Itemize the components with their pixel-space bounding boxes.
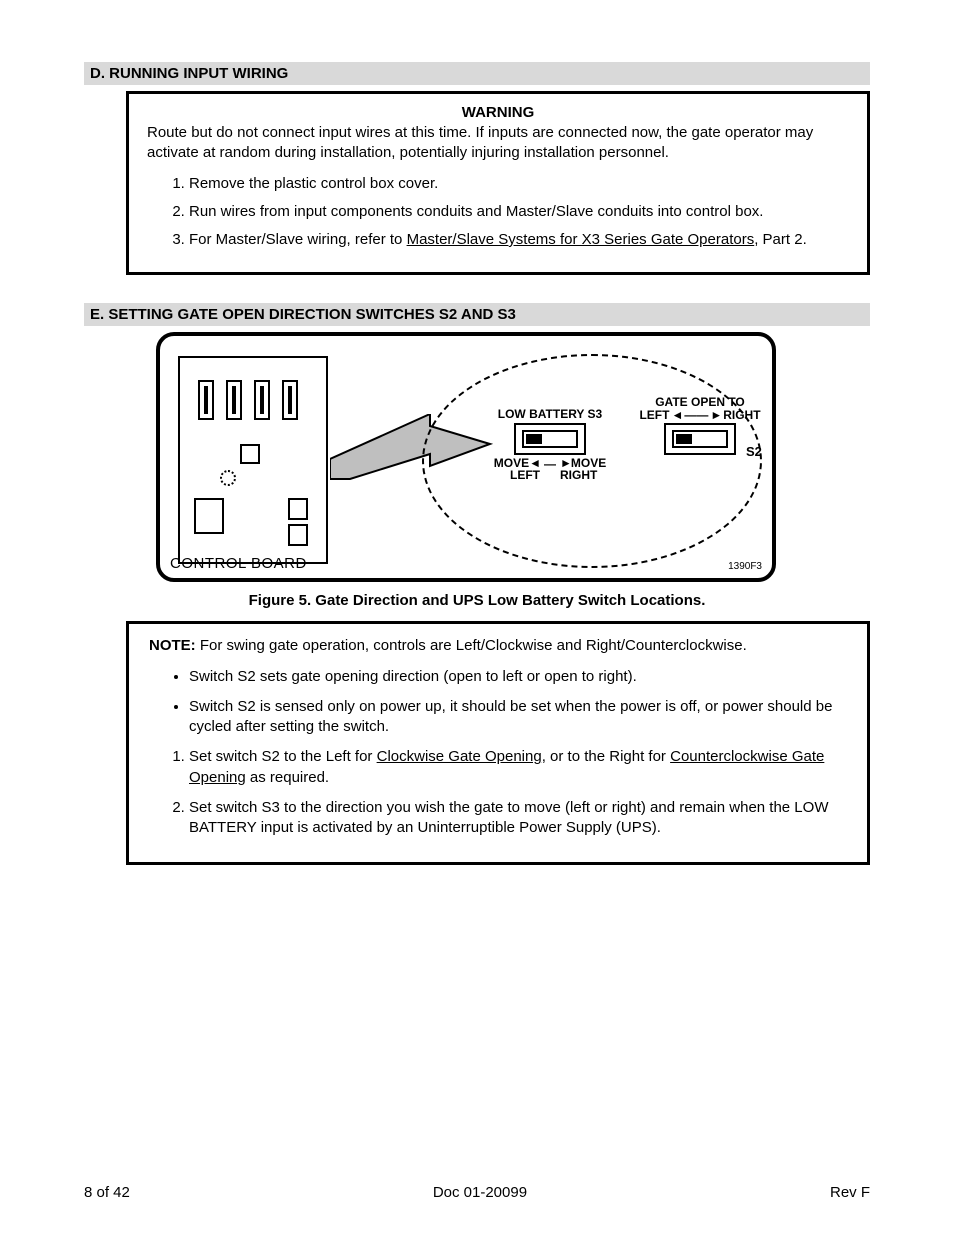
dip-switch-icon (226, 380, 242, 420)
figure-caption: Figure 5. Gate Direction and UPS Low Bat… (84, 592, 870, 609)
cw-link: Clockwise Gate Opening (377, 748, 542, 765)
cb-dot-icon (220, 470, 236, 486)
arrow-left-icon: ◄ (671, 409, 682, 422)
s3-switch-group: LOW BATTERY S3 MOVE◄ LEFT — ►MOVE RIGHT (480, 408, 620, 482)
left-label: LEFT (639, 409, 669, 422)
switch-outline-icon (514, 423, 586, 455)
warning-body: Route but do not connect input wires at … (147, 123, 849, 164)
list-item: Set switch S2 to the Left for Clockwise … (189, 747, 847, 788)
section-d-steps: Remove the plastic control box cover. Ru… (147, 174, 849, 251)
dip-switch-icon (198, 380, 214, 420)
arrow-right-icon: ► (710, 409, 721, 422)
section-d-header: D. RUNNING INPUT WIRING (84, 62, 870, 85)
cb-switch-row (198, 380, 298, 420)
dip-switch-icon (282, 380, 298, 420)
switch-knob-icon (526, 434, 542, 444)
switch-outline-icon (664, 423, 736, 455)
page-footer: 8 of 42 Doc 01-20099 Rev F (84, 1184, 870, 1201)
dip-switch-icon (254, 380, 270, 420)
figure-frame: CONTROL BOARD LOW BATTERY S3 MOVE◄ (156, 332, 776, 582)
move-left-label: MOVE◄ LEFT (494, 457, 540, 482)
text: , or to the Right for (542, 748, 670, 765)
text: as required. (246, 769, 329, 786)
move-right-label: ►MOVE RIGHT (560, 457, 606, 482)
figure-5: CONTROL BOARD LOW BATTERY S3 MOVE◄ (156, 332, 870, 582)
cb-block-icon (288, 524, 308, 546)
switch-slot-icon (522, 430, 578, 448)
list-item: Remove the plastic control box cover. (189, 174, 849, 194)
note-steps: Set switch S2 to the Left for Clockwise … (149, 747, 847, 838)
right-label: RIGHT (723, 409, 760, 422)
switch-slot-icon (672, 430, 728, 448)
list-item: Switch S2 sets gate opening direction (o… (189, 667, 847, 687)
list-item: Switch S2 is sensed only on power up, it… (189, 697, 847, 738)
s2-label: S2 (746, 444, 762, 459)
footer-rev: Rev F (830, 1184, 870, 1201)
gate-open-to-label: GATE OPEN TO (630, 396, 770, 409)
warning-box: WARNING Route but do not connect input w… (126, 91, 870, 275)
control-board-label: CONTROL BOARD (170, 555, 307, 572)
s2-direction-row: LEFT ◄ —— ► RIGHT (630, 409, 770, 422)
footer-page: 8 of 42 (84, 1184, 130, 1201)
note-line: NOTE: For swing gate operation, controls… (149, 636, 847, 656)
footer-doc: Doc 01-20099 (433, 1184, 527, 1201)
text: RIGHT (560, 468, 597, 482)
note-box: NOTE: For swing gate operation, controls… (126, 621, 870, 865)
cb-block-icon (288, 498, 308, 520)
cb-block-icon (194, 498, 224, 534)
list-item: For Master/Slave wiring, refer to Master… (189, 230, 849, 250)
warning-title: WARNING (147, 104, 849, 121)
list-item: Set switch S3 to the direction you wish … (189, 798, 847, 839)
section-e-header: E. SETTING GATE OPEN DIRECTION SWITCHES … (84, 303, 870, 326)
arrow-line-icon: — (544, 457, 556, 482)
note-label: NOTE: (149, 637, 196, 654)
list-item: Run wires from input components conduits… (189, 202, 849, 222)
figure-part-number: 1390F3 (728, 561, 762, 572)
s3-direction-row: MOVE◄ LEFT — ►MOVE RIGHT (480, 457, 620, 482)
step3-lead: For Master/Slave wiring, refer to (189, 231, 407, 248)
note-body: For swing gate operation, controls are L… (196, 637, 747, 654)
step3-link: Master/Slave Systems for X3 Series Gate … (407, 231, 755, 248)
arrow-line-icon: —— (684, 409, 708, 422)
text: Set switch S2 to the Left for (189, 748, 377, 765)
cb-square-icon (240, 444, 260, 464)
control-board-panel (178, 356, 328, 564)
step3-tail: , Part 2. (754, 231, 807, 248)
switch-knob-icon (676, 434, 692, 444)
note-bullets: Switch S2 sets gate opening direction (o… (149, 667, 847, 738)
low-battery-label: LOW BATTERY S3 (480, 408, 620, 421)
text: LEFT (510, 468, 540, 482)
